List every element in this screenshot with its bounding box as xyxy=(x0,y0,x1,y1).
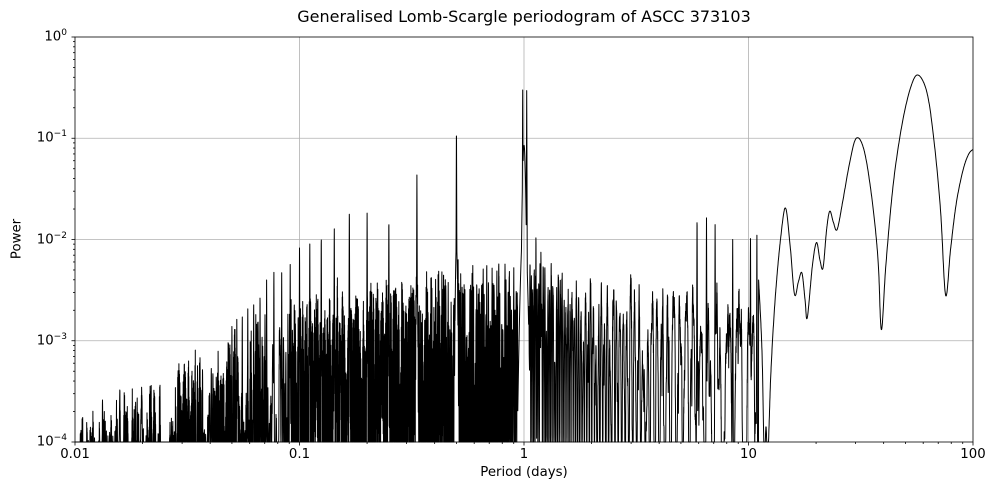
x-tick-label: 0.01 xyxy=(60,447,90,462)
x-tick-label: 10 xyxy=(740,447,757,462)
y-tick-label: 10−4 xyxy=(36,432,67,450)
x-axis-label: Period (days) xyxy=(480,465,568,480)
x-tick-label: 0.1 xyxy=(288,447,311,462)
ticks xyxy=(71,36,974,446)
x-tick-label: 1 xyxy=(519,447,529,462)
grid xyxy=(75,37,973,442)
chart-title: Generalised Lomb-Scargle periodogram of … xyxy=(297,7,751,26)
y-tick-label: 100 xyxy=(44,27,67,45)
y-tick-label: 10−2 xyxy=(36,230,67,247)
x-tick-label: 100 xyxy=(960,447,986,462)
y-tick-label: 10−3 xyxy=(36,331,67,349)
y-tick-label: 10−1 xyxy=(36,129,67,146)
